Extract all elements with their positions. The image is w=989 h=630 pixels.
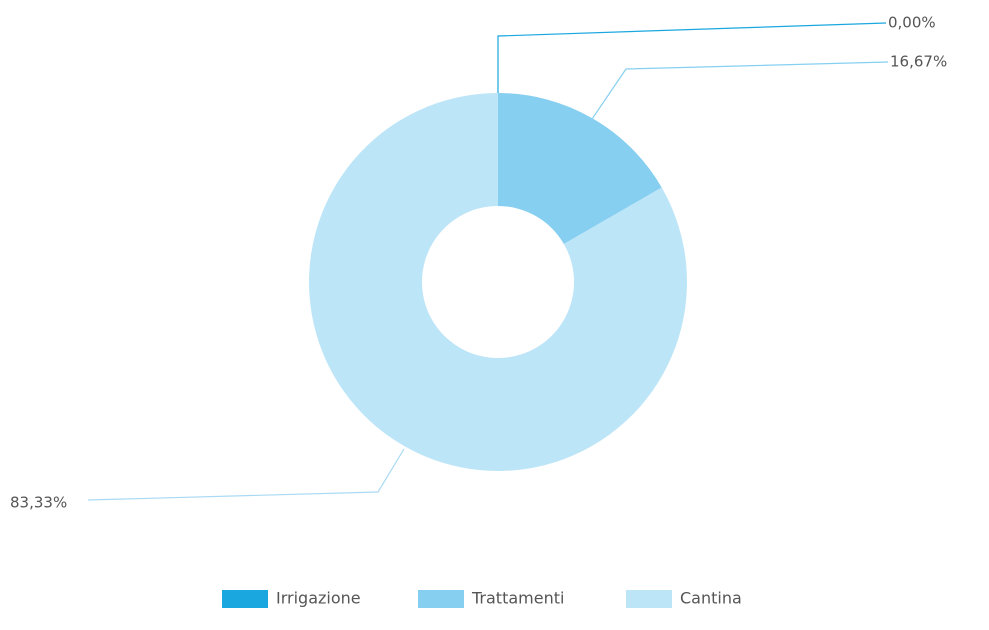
slice-trattamenti: [498, 93, 662, 245]
legend-item-trattamenti[interactable]: Trattamenti: [418, 589, 564, 609]
data-label-trattamenti: 16,67%: [890, 53, 947, 71]
legend-item-irrigazione[interactable]: Irrigazione: [222, 589, 361, 609]
legend-label-irrigazione: Irrigazione: [276, 589, 361, 608]
slices-layer: [308, 93, 688, 471]
data-label-cantina: 83,33%: [10, 494, 67, 512]
legend-item-cantina[interactable]: Cantina: [626, 589, 742, 609]
legend-swatch-trattamenti: [418, 590, 464, 608]
legend-swatch-cantina: [626, 590, 672, 608]
leader-lines-layer: [87, 22, 889, 501]
leader-line-irrigazione: [497, 22, 887, 93]
leader-line-trattamenti: [592, 61, 889, 119]
legend-label-trattamenti: Trattamenti: [471, 589, 564, 608]
legend-label-cantina: Cantina: [680, 589, 742, 608]
slice-cantina: [308, 93, 688, 471]
leader-line-cantina: [87, 448, 405, 501]
data-label-irrigazione: 0,00%: [888, 14, 936, 32]
legend-swatch-irrigazione: [222, 590, 268, 608]
data-labels-layer: 0,00% 16,67% 83,33%: [10, 14, 947, 512]
legend: Irrigazione Trattamenti Cantina: [222, 589, 742, 609]
